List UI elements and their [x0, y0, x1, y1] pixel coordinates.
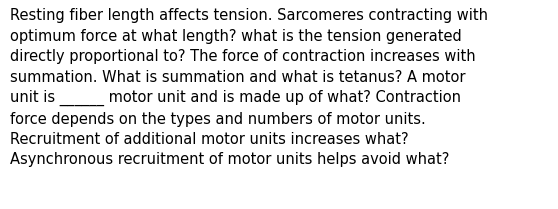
Text: Resting fiber length affects tension. Sarcomeres contracting with
optimum force : Resting fiber length affects tension. Sa…	[10, 8, 488, 167]
